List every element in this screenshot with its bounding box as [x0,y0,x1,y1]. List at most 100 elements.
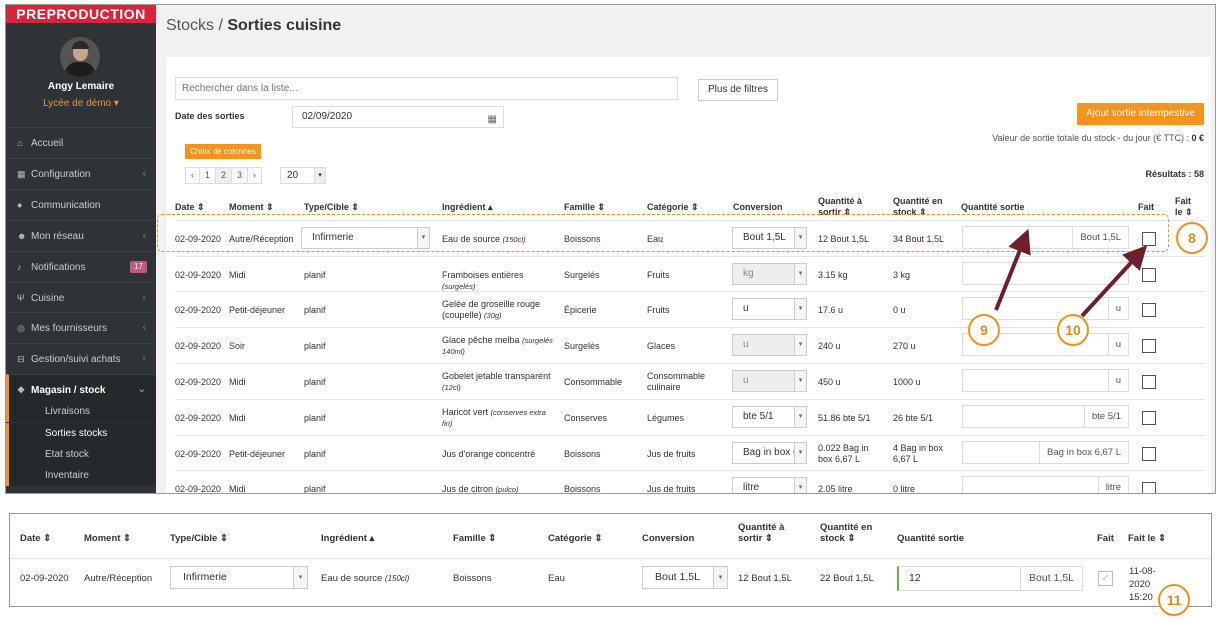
detail-type-select[interactable]: Infirmerie ▾ [170,566,308,589]
column-header-5[interactable]: Catégorie ⇕ [647,202,699,212]
column-header-10[interactable]: Fait [1138,202,1155,212]
chevron-down-icon: ▾ [417,228,429,248]
chevron-down-icon: ▾ [794,228,806,248]
breadcrumb-page: Sorties cuisine [227,17,342,34]
row-qty-exit-input[interactable]: u [962,333,1129,356]
add-unplanned-exit-button[interactable]: Ajout sortie intempestive [1077,103,1204,125]
table-row: 02-09-2020 Midi planif Gobelet jetable tran… [175,363,1205,399]
title-bar: Stocks / Sorties cuisine [156,5,1215,53]
row-qty-unit: litre [1097,477,1128,493]
detail-column-header-9[interactable]: Quantité sortie [897,533,965,544]
column-header-7[interactable]: Quantité à sortir ⇕ [818,196,863,217]
row-type-select[interactable]: Infirmerie ▾ [301,227,430,249]
sidebar-item-2[interactable]: ● Communication [6,189,156,220]
detail-column-header-7[interactable]: Quantité à sortir ⇕ [738,522,785,544]
detail-column-header-0[interactable]: Date ⇕ [20,533,52,544]
column-header-3[interactable]: Ingrédient ▴ [442,202,493,212]
column-header-0[interactable]: Date ⇕ [175,202,205,212]
row-conversion-select[interactable]: Bag in box 6 ▾ [732,442,807,464]
row-done-checkbox[interactable] [1142,232,1156,246]
sidebar-item-7[interactable]: ⊟ Gestion/suivi achats ‹ [6,343,156,374]
search-input[interactable] [175,77,678,100]
detail-column-header-3[interactable]: Ingrédient ▴ [321,533,375,544]
row-conversion-select[interactable]: litre ▾ [732,477,807,493]
detail-column-header-10[interactable]: Fait [1097,533,1114,544]
row-done-checkbox[interactable] [1142,411,1156,425]
total-value: Valeur de sortie totale du stock - du jo… [992,133,1204,143]
row-conversion-select[interactable]: bte 5/1 ▾ [732,406,807,428]
school-selector[interactable]: Lycée de démo ▾ [43,98,119,109]
row-done-checkbox[interactable] [1142,303,1156,317]
calendar-icon[interactable]: ▦ [487,114,497,125]
row-moment: Soir [229,341,246,351]
sidebar-item-4[interactable]: ♪ Notifications 17 [6,251,156,282]
more-filters-button[interactable]: Plus de filtres [698,79,779,101]
column-header-9[interactable]: Quantité sortie [961,202,1025,212]
row-ingredient-name: Jus de citron [442,484,494,494]
row-ingredient-note: (pulco) [495,485,519,494]
row-conversion-select: kg ▾ [732,263,807,285]
row-qty-exit-input[interactable]: u [962,369,1129,392]
column-header-2[interactable]: Type/Cible ⇕ [304,202,359,212]
sidebar-item-5[interactable]: Ψ Cuisine ‹ [6,282,156,313]
page-1[interactable]: 1 [200,168,217,183]
row-qty-exit-input[interactable]: bte 5/1 [962,405,1129,428]
row-done-checkbox[interactable] [1142,447,1156,461]
row-qty-exit-input[interactable] [962,262,1129,285]
detail-conversion-select[interactable]: Bout 1,5L ▾ [642,566,728,589]
row-qty-unit: u [1107,298,1128,319]
sidebar-item-6[interactable]: ◎ Mes fournisseurs ‹ [6,312,156,343]
page-3[interactable]: 3 [232,168,249,183]
detail-column-header-6[interactable]: Conversion [642,533,695,544]
date-label: Date des sorties [175,111,245,121]
detail-column-header-8[interactable]: Quantité en stock ⇕ [820,522,873,544]
column-header-1[interactable]: Moment ⇕ [229,202,274,212]
notification-badge: 17 [130,261,147,273]
row-done-checkbox[interactable] [1142,339,1156,353]
sidebar-item-8[interactable]: ❖ Magasin / stock ⌄ [6,374,156,405]
sidebar-item-1[interactable]: ▦ Configuration ‹ [6,158,156,189]
row-conversion-select[interactable]: u ▾ [732,298,807,320]
column-header-11[interactable]: Fait le ⇕ [1175,196,1193,217]
row-done-checkbox[interactable] [1142,375,1156,389]
breadcrumb-section: Stocks / [166,17,228,34]
users-icon: ☻ [17,231,27,241]
callout-10: 10 [1057,314,1089,346]
detail-column-header-2[interactable]: Type/Cible ⇕ [170,533,228,544]
row-date: 02-09-2020 [175,377,222,387]
detail-column-header-11[interactable]: Fait le ⇕ [1128,533,1167,544]
row-qty-exit-input[interactable]: Bout 1,5L [962,226,1129,249]
subnav-item-0[interactable]: Livraisons [6,401,156,422]
detail-column-header-1[interactable]: Moment ⇕ [84,533,132,544]
row-qty-exit-input[interactable]: Bag in box 6,67 L [962,441,1129,464]
detail-qty-exit-input[interactable]: 12 Bout 1,5L [897,566,1083,591]
avatar[interactable] [60,37,100,77]
per-page-select[interactable]: 20 ▾ [280,167,326,184]
arrow-9 [994,228,1031,311]
page-next[interactable]: › [253,170,257,180]
column-chooser-button[interactable]: Choix de colonnes [185,144,261,159]
subnav-item-3[interactable]: Inventaire [6,465,156,486]
table-row: 02-09-2020 Midi planif Haricot vert (conser… [175,399,1205,435]
subnav-item-1[interactable]: Sorties stocks [6,423,156,444]
detail-done-checkbox[interactable]: ✓ [1098,571,1113,586]
sidebar-item-3[interactable]: ☻ Mon réseau ‹ [6,220,156,251]
row-ingredient-name: Haricot vert [442,407,489,417]
date-input[interactable]: 02/09/2020 ▦ [292,106,504,128]
page-prev[interactable]: ‹ [186,168,200,183]
detail-column-header-4[interactable]: Famille ⇕ [453,533,497,544]
sidebar-item-label: Gestion/suivi achats [31,354,121,365]
sidebar-item-0[interactable]: ⌂ Accueil [6,127,156,158]
row-date: 02-09-2020 [175,449,222,459]
page-2[interactable]: 2 [216,168,233,183]
column-header-8[interactable]: Quantité en stock ⇕ [893,196,943,217]
row-qty-exit-input[interactable]: u [962,297,1129,320]
subnav-item-2[interactable]: Etat stock [6,444,156,465]
row-done-checkbox[interactable] [1142,268,1156,282]
row-conversion-select[interactable]: Bout 1,5L ▾ [732,227,807,249]
row-done-checkbox[interactable] [1142,482,1156,493]
column-header-6[interactable]: Conversion [733,202,783,212]
row-qty-exit-input[interactable]: litre [962,476,1129,493]
column-header-4[interactable]: Famille ⇕ [564,202,606,212]
detail-column-header-5[interactable]: Catégorie ⇕ [548,533,603,544]
